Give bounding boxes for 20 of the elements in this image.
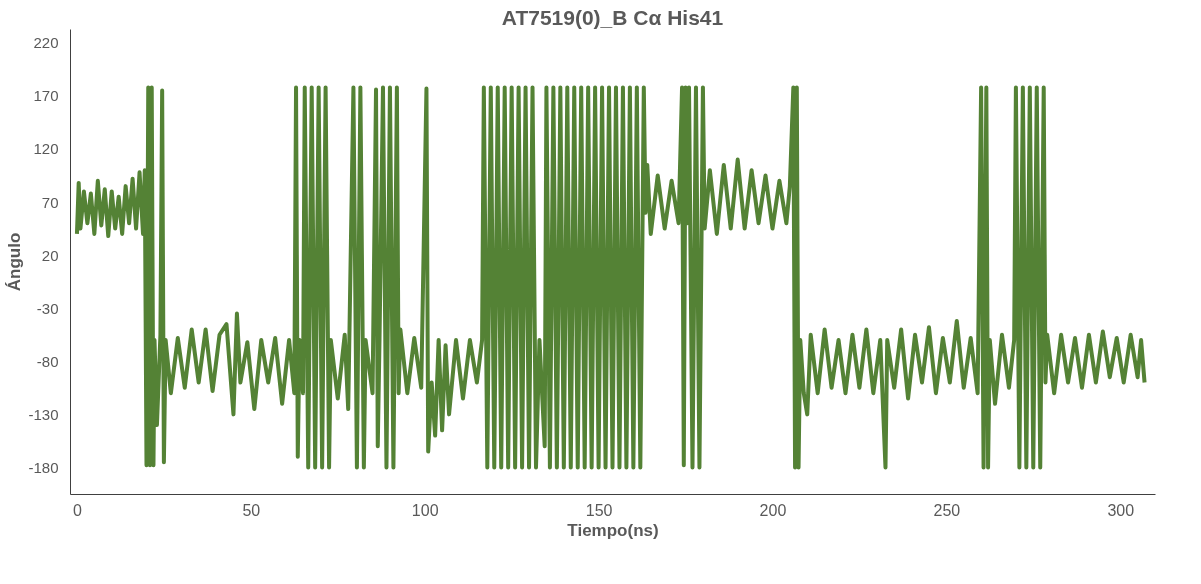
y-tick-label: -130 — [28, 405, 59, 423]
y-tick-label: -80 — [36, 352, 59, 370]
x-tick-label: 300 — [1107, 501, 1135, 519]
y-tick-label: 220 — [33, 34, 59, 52]
x-tick-label: 0 — [73, 501, 82, 519]
x-tick-label: 50 — [242, 501, 261, 519]
y-axis-title: Ángulo — [5, 232, 25, 292]
y-tick-label: 70 — [41, 193, 59, 211]
y-tick-label: 20 — [41, 246, 59, 264]
x-tick-label: 100 — [411, 501, 439, 519]
y-tick-label: -30 — [36, 299, 59, 317]
x-axis-title: Tiempo(ns) — [567, 520, 659, 540]
y-tick-label: -180 — [28, 458, 59, 476]
x-tick-label: 250 — [933, 501, 961, 519]
y-tick-label: 170 — [33, 87, 59, 105]
y-tick-label: 120 — [33, 140, 59, 158]
chart-title: AT7519(0)_B Cα His41 — [501, 6, 724, 29]
x-tick-label: 150 — [585, 501, 613, 519]
line-series — [74, 85, 1147, 470]
x-tick-label: 200 — [759, 501, 787, 519]
